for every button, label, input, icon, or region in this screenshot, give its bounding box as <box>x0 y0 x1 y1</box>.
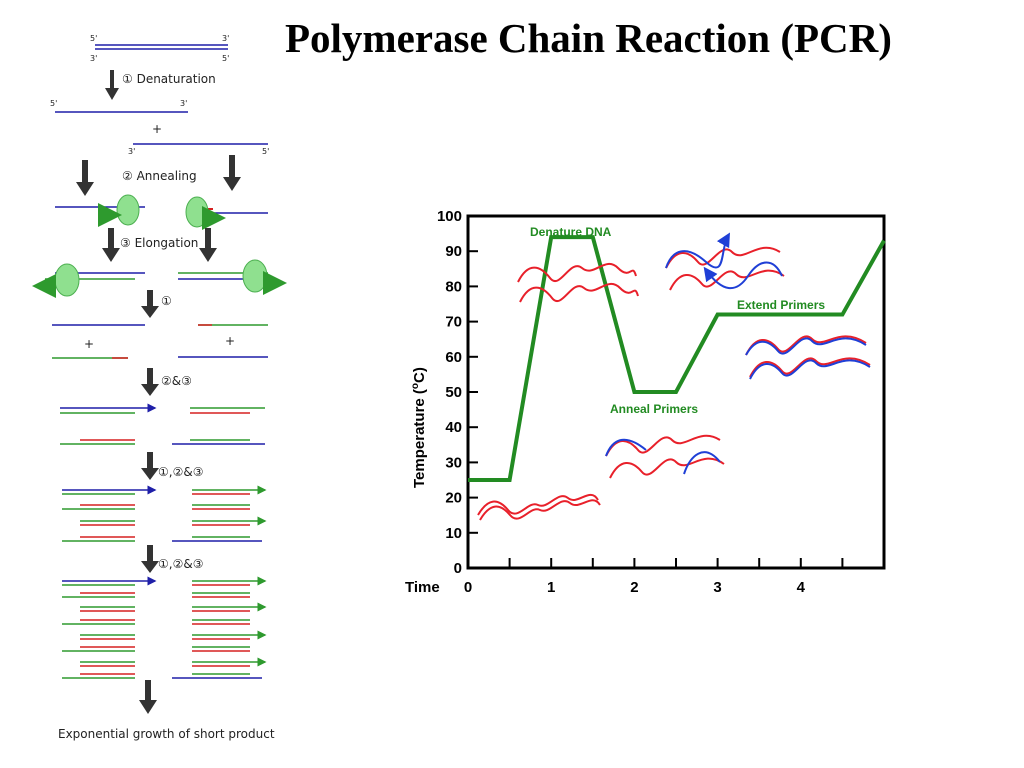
dna-extending-icon <box>665 232 785 291</box>
step-2-3: ②&③ <box>161 374 192 388</box>
y-tick-label: 30 <box>445 454 462 471</box>
y-axis-label: Temperature (oC) <box>410 367 428 488</box>
down-arrow-icon <box>76 160 94 196</box>
plus-sign: + <box>84 337 94 351</box>
step-1-2-3: ①,②&③ <box>158 557 203 571</box>
annotation-anneal: Anneal Primers <box>610 402 698 416</box>
y-tick-label: 80 <box>445 278 462 295</box>
polymerase-icon <box>242 259 268 293</box>
y-tick-label: 40 <box>445 419 462 436</box>
down-arrow-icon <box>141 290 159 318</box>
x-tick-label: 2 <box>630 579 638 596</box>
polymerase-icon <box>54 263 80 297</box>
x-tick-label: 3 <box>713 579 721 596</box>
temperature-line <box>468 235 886 482</box>
polymerase-icon <box>116 194 140 226</box>
pcr-cycle-diagram: 5' 3' 3' 5' ① Denaturation 5' 3' + 3' 5'… <box>32 34 287 741</box>
dna-extended-copies-icon <box>745 335 871 380</box>
dna-separated-strands-icon <box>517 262 639 303</box>
down-arrow-icon <box>139 680 157 714</box>
y-tick-label: 90 <box>445 243 462 260</box>
down-arrow-icon <box>141 545 159 573</box>
page-title: Polymerase Chain Reaction (PCR) <box>285 15 892 61</box>
down-arrow-icon <box>105 70 119 100</box>
down-arrow-icon <box>223 155 241 191</box>
footer-caption: Exponential growth of short product <box>58 727 275 741</box>
end-label: 5' <box>262 147 269 156</box>
end-label: 3' <box>128 147 135 156</box>
plus-sign: + <box>152 122 162 136</box>
step-annealing: ② Annealing <box>122 169 197 183</box>
step-1: ① <box>161 294 172 308</box>
down-arrow-icon <box>199 228 217 262</box>
plus-sign: + <box>225 334 235 348</box>
step-1-2-3: ①,②&③ <box>158 465 203 479</box>
x-tick-label: 1 <box>547 579 555 596</box>
y-tick-label: 50 <box>445 384 462 401</box>
y-tick-label: 10 <box>445 525 462 542</box>
end-label: 3' <box>222 34 229 43</box>
annotation-extend: Extend Primers <box>737 298 825 312</box>
y-tick-label: 100 <box>437 208 462 225</box>
x-axis-label: Time <box>405 579 440 596</box>
end-label: 5' <box>222 54 229 63</box>
dna-annealed-primers-icon <box>605 434 725 479</box>
dna-double-helix-icon <box>477 493 601 521</box>
y-tick-label: 20 <box>445 490 462 507</box>
x-tick-label: 4 <box>797 579 806 596</box>
temperature-chart: 0 10 20 30 40 50 60 70 80 90 100 0 1 2 3 4 Time Temper… <box>405 208 886 596</box>
down-arrow-icon <box>102 228 120 262</box>
annotation-denature: Denature DNA <box>530 225 612 239</box>
y-tick-label: 70 <box>445 314 462 331</box>
step-denaturation: ① Denaturation <box>122 72 216 86</box>
down-arrow-icon <box>141 368 159 396</box>
polymerase-icon <box>185 196 209 228</box>
down-arrow-icon <box>141 452 159 480</box>
end-label: 5' <box>50 99 57 108</box>
end-label: 5' <box>90 34 97 43</box>
x-tick-label: 0 <box>464 579 472 596</box>
end-label: 3' <box>180 99 187 108</box>
y-tick-label: 60 <box>445 349 462 366</box>
end-label: 3' <box>90 54 97 63</box>
step-elongation: ③ Elongation <box>120 236 198 250</box>
y-tick-label: 0 <box>454 560 462 577</box>
